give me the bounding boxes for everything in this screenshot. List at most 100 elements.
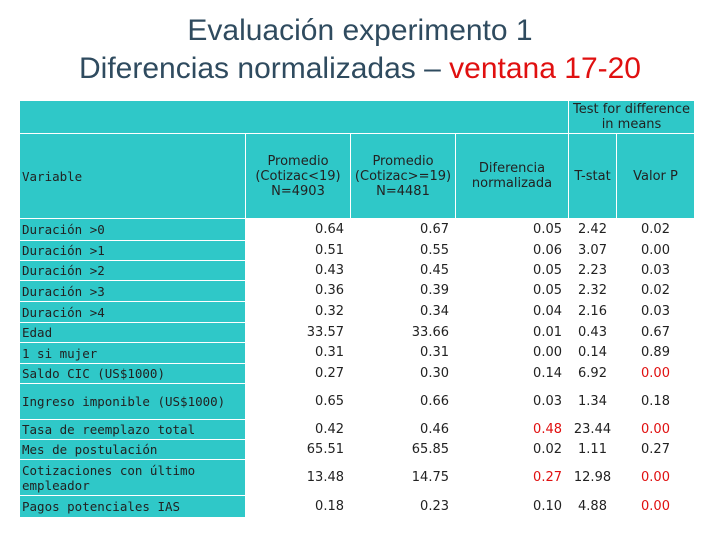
diferencia-cell: 0.03 <box>455 383 569 420</box>
promedio-2-cell: 0.39 <box>350 280 456 302</box>
promedio-1-cell: 33.57 <box>245 322 351 343</box>
tstat-cell: 0.43 <box>568 322 617 343</box>
diferencia-cell: 0.10 <box>455 495 569 518</box>
table-row: Duración >1 0.51 0.55 0.06 3.07 0.00 <box>19 240 696 261</box>
variable-cell: Cotizaciones con último empleador <box>19 459 246 496</box>
promedio-1-cell: 0.65 <box>245 383 351 420</box>
variable-cell: Saldo CIC (US$1000) <box>19 363 246 384</box>
tstat-cell: 1.34 <box>568 383 617 420</box>
promedio-1-cell: 65.51 <box>245 439 351 460</box>
tstat-cell: 23.44 <box>568 419 617 440</box>
diferencia-cell: 0.00 <box>455 342 569 364</box>
promedio-2-column-header: Promedio (Cotizac>=19) N=4481 <box>350 133 456 219</box>
promedio-2-cell: 0.66 <box>350 383 456 420</box>
header-row: Variable Promedio (Cotizac<19) N=4903 Pr… <box>19 133 696 219</box>
results-table: Test for difference in means Variable Pr… <box>19 100 696 518</box>
table-row: Duración >3 0.36 0.39 0.05 2.32 0.02 <box>19 280 696 302</box>
promedio-2-cell: 0.31 <box>350 342 456 364</box>
diferencia-cell: 0.05 <box>455 218 569 241</box>
promedio-1-cell: 0.27 <box>245 363 351 384</box>
promedio-2-cell: 0.23 <box>350 495 456 518</box>
promedio-1-cell: 13.48 <box>245 459 351 496</box>
pvalue-cell: 0.00 <box>615 459 696 496</box>
diferencia-cell: 0.02 <box>455 439 569 460</box>
variable-cell: Duración >1 <box>19 240 246 261</box>
promedio-1-column-header: Promedio (Cotizac<19) N=4903 <box>245 133 351 219</box>
promedio-2-cell: 0.67 <box>350 218 456 241</box>
table-row: Cotizaciones con último empleador 13.48 14… <box>19 459 696 496</box>
variable-cell: Duración >4 <box>19 301 246 323</box>
diferencia-cell: 0.04 <box>455 301 569 323</box>
pvalue-cell: 0.02 <box>615 218 696 241</box>
tstat-cell: 12.98 <box>568 459 617 496</box>
pvalue-column-header: Valor P <box>615 133 696 219</box>
table-row: Saldo CIC (US$1000) 0.27 0.30 0.14 6.92 0.00 <box>19 363 696 384</box>
tstat-cell: 2.42 <box>568 218 617 241</box>
table-row: Duración >0 0.64 0.67 0.05 2.42 0.02 <box>19 218 696 241</box>
diferencia-cell: 0.06 <box>455 240 569 261</box>
variable-cell: Ingreso imponible (US$1000) <box>19 383 246 420</box>
tstat-cell: 1.11 <box>568 439 617 460</box>
variable-cell: Duración >2 <box>19 260 246 281</box>
variable-cell: Pagos potenciales IAS <box>19 495 246 518</box>
promedio-2-cell: 0.55 <box>350 240 456 261</box>
diferencia-cell: 0.27 <box>455 459 569 496</box>
pvalue-cell: 0.00 <box>615 363 696 384</box>
table-row: Mes de postulación 65.51 65.85 0.02 1.11 0.27 <box>19 439 696 460</box>
slide-title: Evaluación experimento 1 Diferencias nor… <box>0 12 720 88</box>
promedio-1-cell: 0.51 <box>245 240 351 261</box>
promedio-2-cell: 33.66 <box>350 322 456 343</box>
diferencia-cell: 0.05 <box>455 280 569 302</box>
table-row: Duración >2 0.43 0.45 0.05 2.23 0.03 <box>19 260 696 281</box>
diferencia-cell: 0.48 <box>455 419 569 440</box>
tstat-cell: 6.92 <box>568 363 617 384</box>
pvalue-cell: 0.03 <box>615 260 696 281</box>
table-row: Duración >4 0.32 0.34 0.04 2.16 0.03 <box>19 301 696 323</box>
promedio-1-cell: 0.31 <box>245 342 351 364</box>
variable-cell: Edad <box>19 322 246 343</box>
tstat-cell: 2.23 <box>568 260 617 281</box>
header-spacer <box>19 100 569 134</box>
promedio-2-cell: 65.85 <box>350 439 456 460</box>
diferencia-column-header: Diferencia normalizada <box>455 133 569 219</box>
tstat-cell: 0.14 <box>568 342 617 364</box>
promedio-2-cell: 0.34 <box>350 301 456 323</box>
table-row: Pagos potenciales IAS 0.18 0.23 0.10 4.88 0.0… <box>19 495 696 518</box>
variable-cell: Tasa de reemplazo total <box>19 419 246 440</box>
title-line-2-prefix: Diferencias normalizadas – <box>78 52 441 85</box>
table-row: 1 si mujer 0.31 0.31 0.00 0.14 0.89 <box>19 342 696 364</box>
variable-cell: 1 si mujer <box>19 342 246 364</box>
promedio-1-cell: 0.42 <box>245 419 351 440</box>
pvalue-cell: 0.03 <box>615 301 696 323</box>
tstat-column-header: T-stat <box>568 133 617 219</box>
table-row: Edad 33.57 33.66 0.01 0.43 0.67 <box>19 322 696 343</box>
table-row: Tasa de reemplazo total 0.42 0.46 0.48 23.44… <box>19 419 696 440</box>
header-row-group: Test for difference in means <box>19 100 696 134</box>
pvalue-cell: 0.67 <box>615 322 696 343</box>
promedio-1-cell: 0.18 <box>245 495 351 518</box>
variable-cell: Duración >3 <box>19 280 246 302</box>
promedio-1-cell: 0.36 <box>245 280 351 302</box>
pvalue-cell: 0.02 <box>615 280 696 302</box>
table-row: Ingreso imponible (US$1000) 0.65 0.66 0.03 1… <box>19 383 696 420</box>
diferencia-cell: 0.14 <box>455 363 569 384</box>
tstat-cell: 2.32 <box>568 280 617 302</box>
pvalue-cell: 0.00 <box>615 419 696 440</box>
pvalue-cell: 0.89 <box>615 342 696 364</box>
promedio-2-cell: 0.30 <box>350 363 456 384</box>
diferencia-cell: 0.01 <box>455 322 569 343</box>
promedio-2-cell: 0.45 <box>350 260 456 281</box>
variable-cell: Mes de postulación <box>19 439 246 460</box>
test-group-header: Test for difference in means <box>567 100 696 134</box>
variable-column-header: Variable <box>19 133 246 219</box>
pvalue-cell: 0.27 <box>615 439 696 460</box>
promedio-2-cell: 14.75 <box>350 459 456 496</box>
title-line-1: Evaluación experimento 1 <box>187 14 533 47</box>
tstat-cell: 2.16 <box>568 301 617 323</box>
title-line-2: Diferencias normalizadas – ventana 17-20 <box>0 50 720 88</box>
promedio-1-cell: 0.43 <box>245 260 351 281</box>
tstat-cell: 4.88 <box>568 495 617 518</box>
diferencia-cell: 0.05 <box>455 260 569 281</box>
promedio-1-cell: 0.32 <box>245 301 351 323</box>
tstat-cell: 3.07 <box>568 240 617 261</box>
